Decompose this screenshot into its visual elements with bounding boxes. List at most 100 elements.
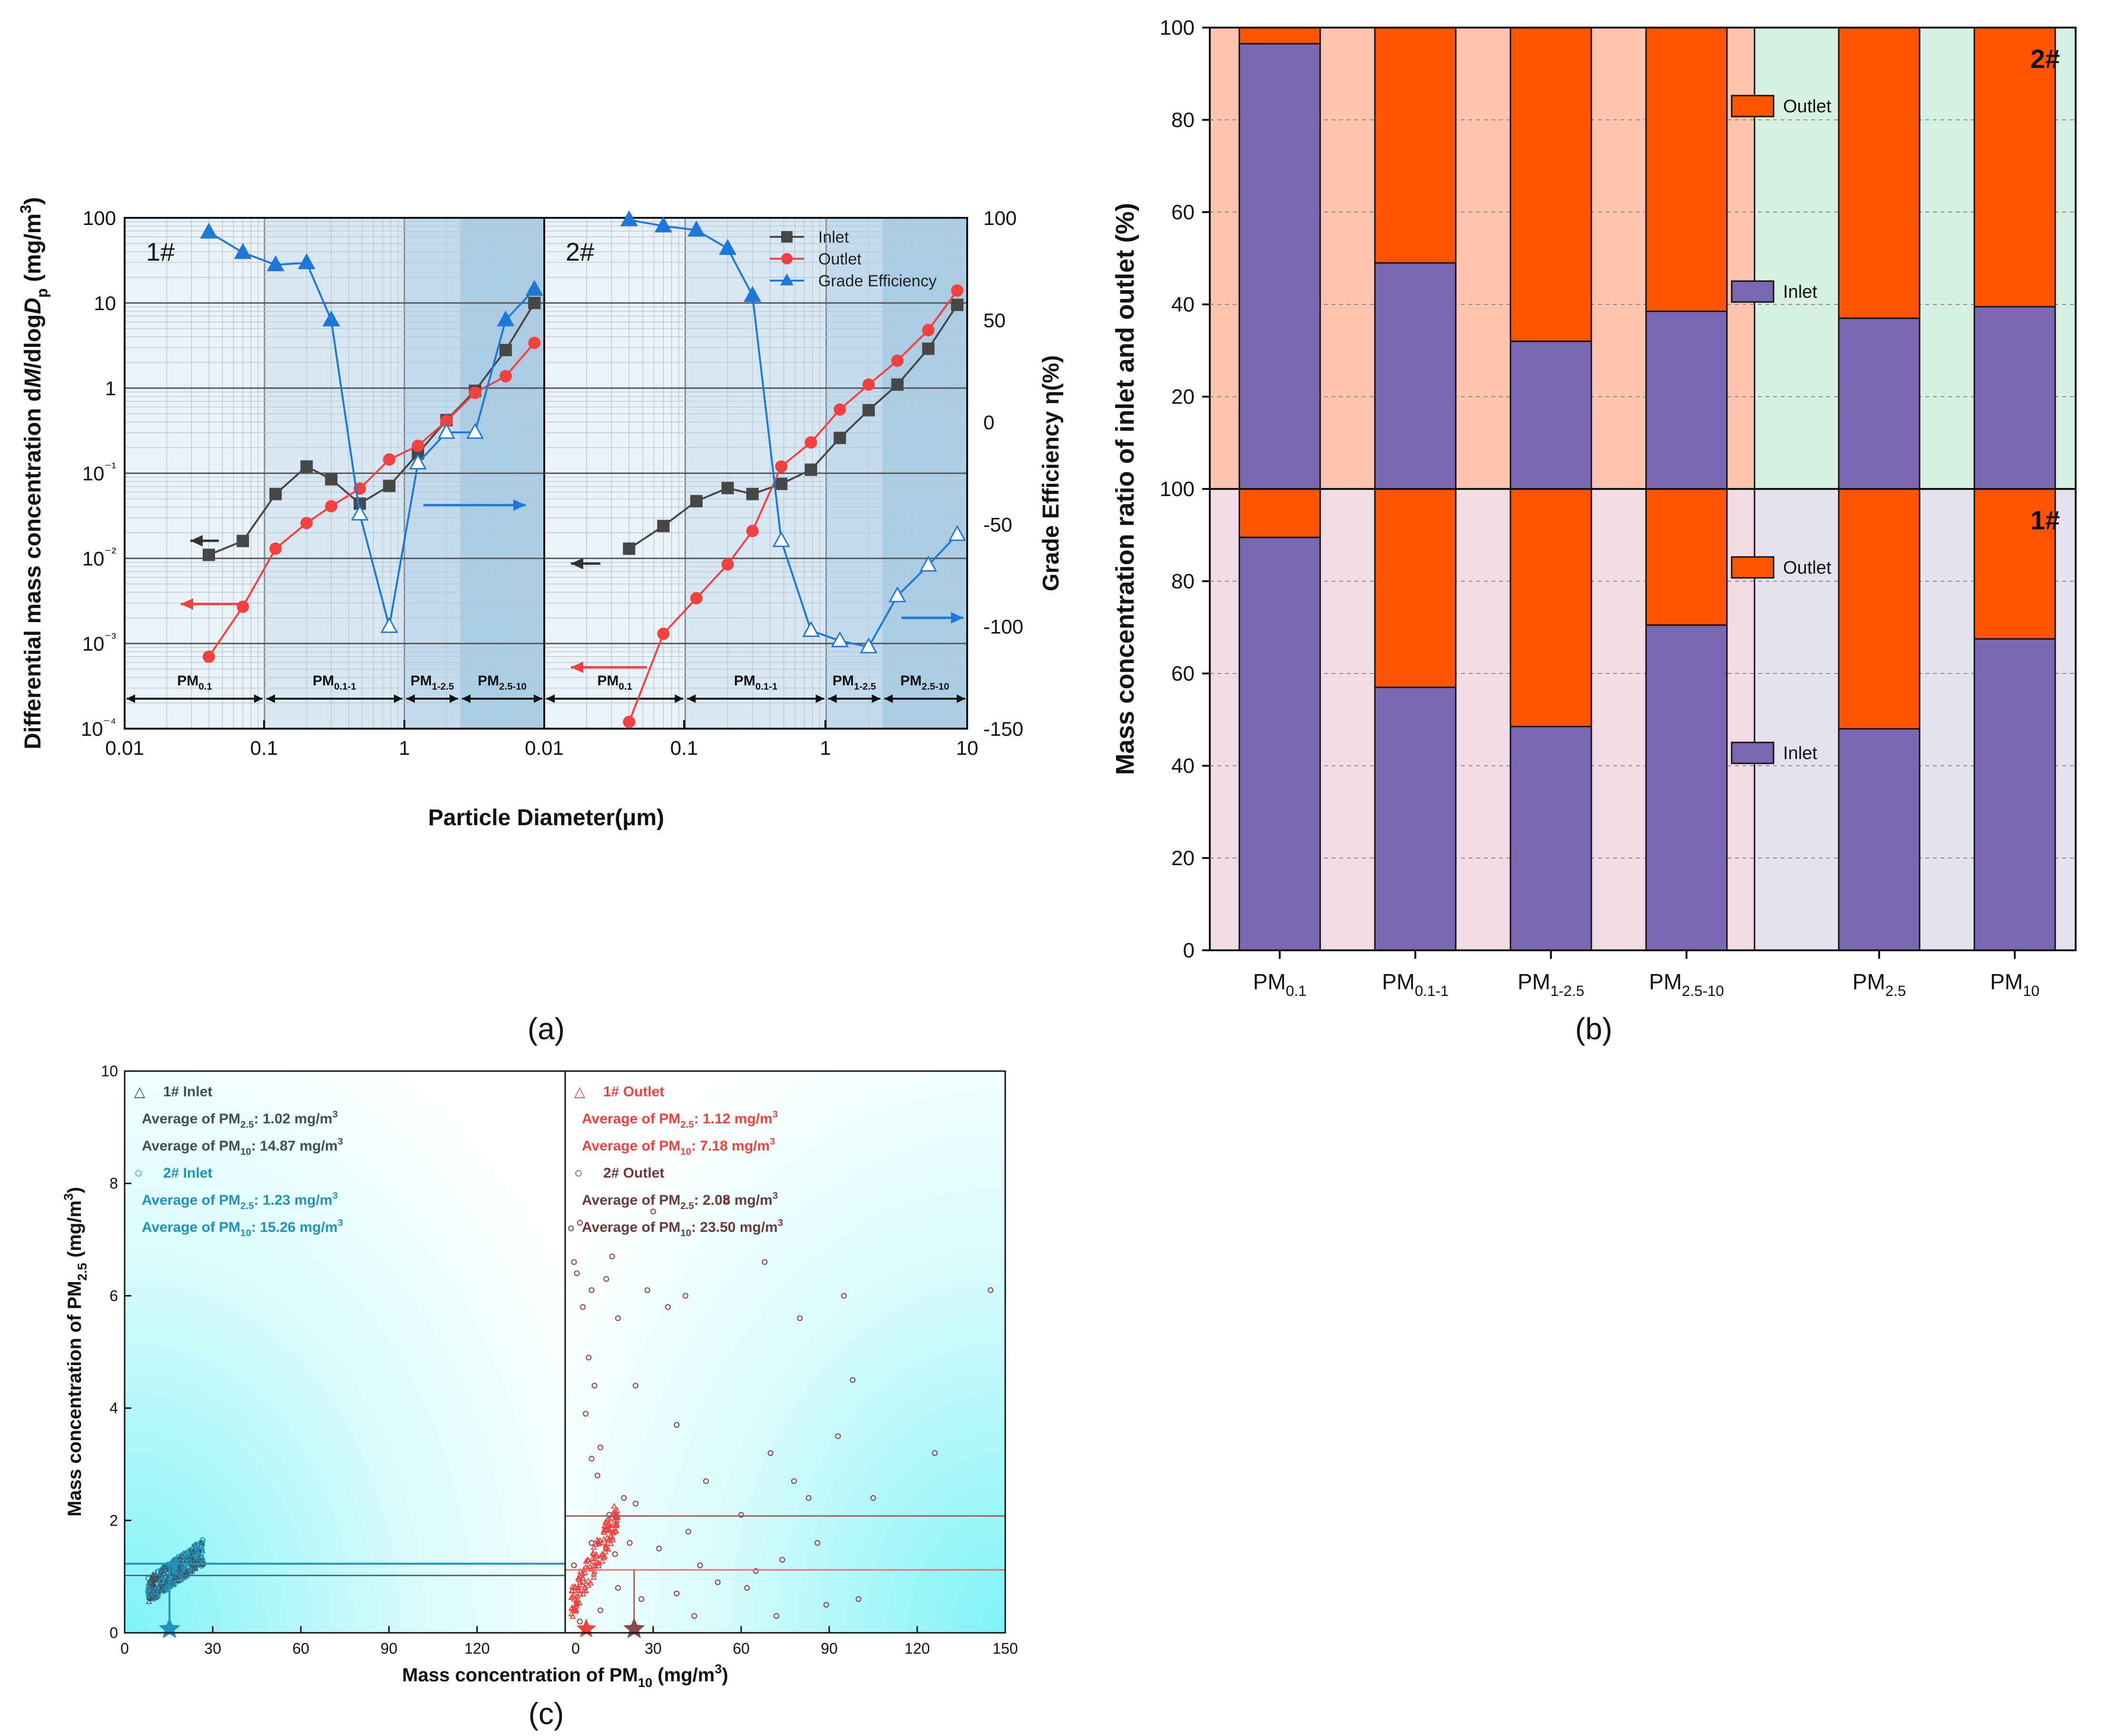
data-point-outlet <box>775 460 788 473</box>
zone-label: PM0.1 <box>177 673 212 692</box>
legend-swatch-outlet <box>1731 556 1775 579</box>
scatter-point-inlet-1 <box>150 1580 157 1586</box>
category-label: PM2.5 <box>1853 969 1906 999</box>
bar-outlet <box>1973 27 2056 308</box>
axis-indicator-arrowhead <box>513 499 526 511</box>
scatter-point-inlet-1 <box>188 1553 194 1559</box>
scatter-point-outlet-1 <box>590 1570 597 1577</box>
scatter-point-outlet-1 <box>609 1514 616 1521</box>
scatter-point-outlet-1 <box>614 1507 621 1513</box>
scatter-point-outlet-1 <box>580 1590 587 1597</box>
scatter-point-outlet-1 <box>573 1598 579 1604</box>
zone-arrow-head <box>406 694 415 703</box>
scatter-point-outlet-2 <box>650 1209 656 1215</box>
x-axis-label: Particle Diameter(μm) <box>428 805 664 830</box>
data-point-outlet <box>922 324 935 337</box>
scatter-point-outlet-2 <box>988 1287 994 1293</box>
zone-arrow-head <box>872 694 881 703</box>
data-point-grade-efficiency <box>620 210 638 226</box>
legend-marker: △ <box>574 1084 585 1100</box>
scatter-point-inlet-1 <box>159 1586 165 1592</box>
scatter-point-outlet-1 <box>582 1587 589 1593</box>
subplot-2#: PM0.1 PM0.1-1 PM1-2.5 PM2.5-10 2# <box>543 210 968 730</box>
bar-inlet <box>1510 726 1592 951</box>
legend-label: 1# Inlet <box>163 1084 212 1100</box>
legend-label-outlet: Outlet <box>1783 558 1832 578</box>
data-point-outlet <box>203 650 216 663</box>
data-point-inlet <box>383 479 396 492</box>
scatter-point-outlet-1 <box>600 1527 607 1533</box>
scatter-point-inlet-1 <box>158 1567 165 1573</box>
y-tick-label: 80 <box>1171 570 1195 593</box>
legend-marker: ○ <box>134 1165 143 1181</box>
scatter-point-outlet-2 <box>850 1377 856 1383</box>
data-point-outlet <box>891 354 904 367</box>
data-point-inlet <box>922 342 935 355</box>
x-tick-label: 0.01 <box>105 737 144 759</box>
y-tick-label: 0 <box>1183 939 1195 962</box>
subplot-1#: PM0.1 PM0.1-1 PM1-2.5 PM2.5-10 1# <box>124 217 545 730</box>
data-point-grade-efficiency <box>322 310 340 327</box>
data-point-grade-efficiency <box>266 255 284 272</box>
y-tick-label: 40 <box>1171 754 1195 778</box>
bar-outlet <box>1645 27 1728 312</box>
zone-arrow-head <box>828 694 837 703</box>
scatter-point-outlet-2 <box>835 1433 841 1439</box>
data-point-grade-efficiency <box>466 422 484 439</box>
y-tick-label: 80 <box>1171 108 1195 132</box>
scatter-point-outlet-1 <box>598 1540 605 1546</box>
scatter-point-outlet-1 <box>608 1540 614 1546</box>
scatter-point-outlet-2 <box>674 1422 680 1428</box>
scatter-point-outlet-1 <box>595 1562 602 1569</box>
scatter-point-inlet-1 <box>178 1576 184 1582</box>
y-tick-label-left: 10⁻¹ <box>82 460 116 485</box>
scatter-point-outlet-2 <box>577 1219 583 1226</box>
scatter-point-outlet-1 <box>577 1568 584 1574</box>
legend-label-outlet: Outlet <box>1783 97 1832 117</box>
data-point-outlet <box>862 378 875 391</box>
scatter-point-outlet-2 <box>682 1293 688 1299</box>
scatter-point-inlet-2 <box>156 1569 162 1575</box>
legend-label: 2# Outlet <box>603 1165 664 1181</box>
scatter-point-outlet-1 <box>608 1525 616 1531</box>
scatter-point-outlet-2 <box>574 1270 580 1277</box>
scatter-point-outlet-2 <box>855 1596 862 1602</box>
x-tick-label: 1 <box>820 737 831 759</box>
data-point-outlet <box>269 542 282 555</box>
data-point-grade-efficiency <box>831 631 849 647</box>
scatter-point-outlet-2 <box>621 1495 627 1501</box>
scatter-point-outlet-2 <box>703 1478 709 1484</box>
y-tick-label-left: 1 <box>105 377 116 400</box>
data-point-grade-efficiency <box>437 422 456 439</box>
scatter-point-inlet-2 <box>147 1590 153 1597</box>
scatter-point-outlet-1 <box>589 1555 596 1561</box>
scatter-point-outlet-1 <box>590 1550 597 1556</box>
y-tick-label-right: 50 <box>983 309 1006 332</box>
scatter-point-outlet-1 <box>569 1613 576 1619</box>
data-point-grade-efficiency <box>919 556 937 572</box>
legend-label: 2# Inlet <box>163 1165 212 1181</box>
y-tick-label-left: 10 <box>94 292 116 314</box>
scatter-point-inlet-1 <box>160 1564 167 1570</box>
scatter-point-outlet-1 <box>611 1502 618 1509</box>
scatter-point-outlet-2 <box>598 1607 603 1613</box>
subplot-tag: 1# <box>146 238 175 266</box>
scatter-point-outlet-1 <box>583 1558 589 1564</box>
zone-arrow-head <box>127 694 135 703</box>
scatter-point-outlet-2 <box>644 1287 650 1293</box>
axis-indicator-arrowhead <box>181 598 193 610</box>
scatter-point-inlet-2 <box>186 1548 192 1554</box>
y-tick-label: 100 <box>1160 478 1195 501</box>
category-label: PM2.5-10 <box>1649 969 1724 999</box>
legend-average-text: Average of PM2.5: 1.02 mg/m3 <box>142 1109 338 1130</box>
x-tick-label: 120 <box>464 1640 490 1657</box>
data-point-outlet <box>746 525 759 537</box>
scatter-point-outlet-2 <box>586 1355 592 1361</box>
data-point-inlet <box>721 482 734 495</box>
bar-outlet <box>1510 27 1592 342</box>
scatter-point-outlet-1 <box>571 1607 578 1613</box>
scatter-point-outlet-2 <box>594 1473 600 1479</box>
scatter-point-outlet-2 <box>583 1411 589 1417</box>
scatter-point-inlet-1 <box>148 1575 155 1580</box>
